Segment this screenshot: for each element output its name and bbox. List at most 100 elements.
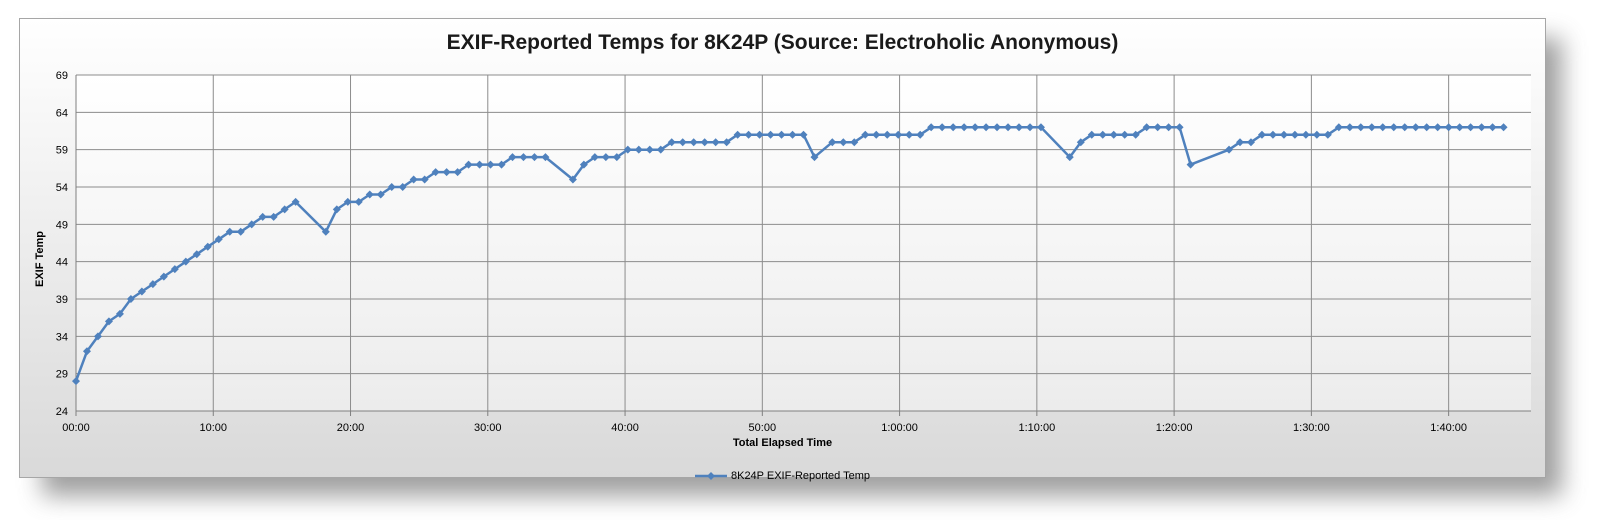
data-point-marker bbox=[1367, 123, 1376, 132]
data-point-marker bbox=[332, 205, 341, 214]
data-point-marker bbox=[634, 145, 643, 154]
data-point-marker bbox=[568, 175, 577, 184]
y-tick-label: 54 bbox=[56, 182, 68, 194]
data-point-marker bbox=[1098, 130, 1107, 139]
data-point-marker bbox=[170, 265, 179, 274]
data-point-marker bbox=[1076, 138, 1085, 147]
data-point-marker bbox=[894, 130, 903, 139]
data-point-marker bbox=[711, 138, 720, 147]
data-point-marker bbox=[1109, 130, 1118, 139]
y-tick-label: 49 bbox=[56, 219, 68, 231]
y-tick-label: 59 bbox=[56, 145, 68, 157]
data-point-marker bbox=[137, 287, 146, 296]
data-point-marker bbox=[861, 130, 870, 139]
data-point-marker bbox=[689, 138, 698, 147]
data-point-marker bbox=[982, 123, 991, 132]
legend: 8K24P EXIF-Reported Temp bbox=[20, 470, 1545, 482]
data-point-marker bbox=[1279, 130, 1288, 139]
data-point-marker bbox=[1142, 123, 1151, 132]
data-point-marker bbox=[376, 190, 385, 199]
data-point-marker bbox=[1312, 130, 1321, 139]
data-point-marker bbox=[225, 227, 234, 236]
data-point-marker bbox=[1153, 123, 1162, 132]
y-tick-label: 34 bbox=[56, 331, 68, 343]
data-point-marker bbox=[214, 235, 223, 244]
data-point-marker bbox=[192, 250, 201, 259]
x-tick-label: 1:00:00 bbox=[881, 422, 918, 434]
data-point-marker bbox=[420, 175, 429, 184]
legend-line-marker bbox=[694, 472, 727, 480]
data-point-marker bbox=[387, 183, 396, 191]
x-tick-label: 1:30:00 bbox=[1293, 422, 1330, 434]
data-point-marker bbox=[733, 130, 742, 139]
data-point-marker bbox=[722, 138, 731, 147]
legend-label: 8K24P EXIF-Reported Temp bbox=[730, 470, 870, 482]
data-point-marker bbox=[291, 197, 300, 206]
data-point-marker bbox=[1065, 153, 1074, 162]
y-tick-label: 64 bbox=[56, 107, 68, 119]
data-point-marker bbox=[1411, 123, 1420, 132]
data-point-marker bbox=[1246, 138, 1255, 147]
data-point-marker bbox=[1025, 123, 1034, 132]
data-point-marker bbox=[321, 227, 330, 236]
data-point-marker bbox=[1236, 138, 1244, 147]
data-point-marker bbox=[744, 130, 753, 139]
chart-title: EXIF-Reported Temps for 8K24P (Source: E… bbox=[446, 31, 1119, 54]
data-point-marker bbox=[799, 130, 808, 139]
y-tick-label: 69 bbox=[56, 70, 68, 82]
data-point-marker bbox=[247, 220, 256, 229]
data-point-marker bbox=[464, 160, 473, 169]
data-point-marker bbox=[883, 130, 892, 139]
data-point-marker bbox=[1488, 123, 1497, 132]
data-point-marker bbox=[960, 123, 969, 132]
data-point-marker bbox=[656, 145, 665, 154]
data-point-marker bbox=[1378, 123, 1387, 132]
data-point-marker bbox=[916, 130, 925, 139]
data-point-marker bbox=[1466, 123, 1475, 132]
series-line bbox=[74, 126, 1504, 382]
data-point-marker bbox=[343, 197, 352, 206]
data-point-marker bbox=[755, 130, 764, 139]
data-point-marker bbox=[1301, 130, 1310, 139]
data-point-marker bbox=[579, 160, 588, 169]
y-tick-label: 44 bbox=[56, 257, 68, 269]
data-point-marker bbox=[993, 123, 1002, 132]
data-point-marker bbox=[927, 123, 936, 132]
data-point-marker bbox=[475, 160, 484, 169]
data-point-marker bbox=[1036, 123, 1045, 132]
data-point-marker bbox=[905, 130, 914, 139]
data-point-marker bbox=[850, 138, 859, 147]
data-point-marker bbox=[839, 138, 848, 147]
data-point-marker bbox=[541, 153, 550, 162]
data-point-marker bbox=[777, 130, 786, 139]
data-point-marker bbox=[280, 205, 289, 214]
data-point-marker bbox=[269, 212, 278, 221]
data-point-marker bbox=[530, 153, 539, 162]
data-point-marker bbox=[810, 153, 819, 162]
data-point-marker bbox=[159, 272, 168, 281]
data-point-marker bbox=[612, 153, 621, 162]
data-point-marker bbox=[1164, 123, 1173, 132]
x-tick-label: 1:20:00 bbox=[1156, 422, 1193, 434]
data-point-marker bbox=[667, 138, 676, 147]
data-point-marker bbox=[398, 183, 407, 191]
data-point-marker bbox=[1422, 123, 1431, 132]
data-point-marker bbox=[938, 123, 947, 132]
data-point-marker bbox=[601, 153, 610, 162]
data-point-marker bbox=[828, 138, 837, 147]
x-tick-label: 50:00 bbox=[749, 422, 777, 434]
data-point-marker bbox=[519, 153, 528, 162]
data-point-marker bbox=[354, 197, 363, 206]
data-point-marker bbox=[409, 175, 418, 184]
data-point-marker bbox=[1268, 130, 1277, 139]
data-point-marker bbox=[700, 138, 709, 147]
data-point-marker bbox=[453, 168, 462, 177]
x-tick-label: 30:00 bbox=[474, 422, 502, 434]
y-tick-label: 29 bbox=[56, 369, 68, 381]
data-point-marker bbox=[1345, 123, 1354, 132]
data-point-marker bbox=[623, 145, 632, 154]
data-point-marker bbox=[1444, 123, 1453, 132]
data-point-marker bbox=[1455, 123, 1464, 132]
data-point-marker bbox=[497, 160, 506, 169]
data-point-marker bbox=[590, 153, 599, 162]
